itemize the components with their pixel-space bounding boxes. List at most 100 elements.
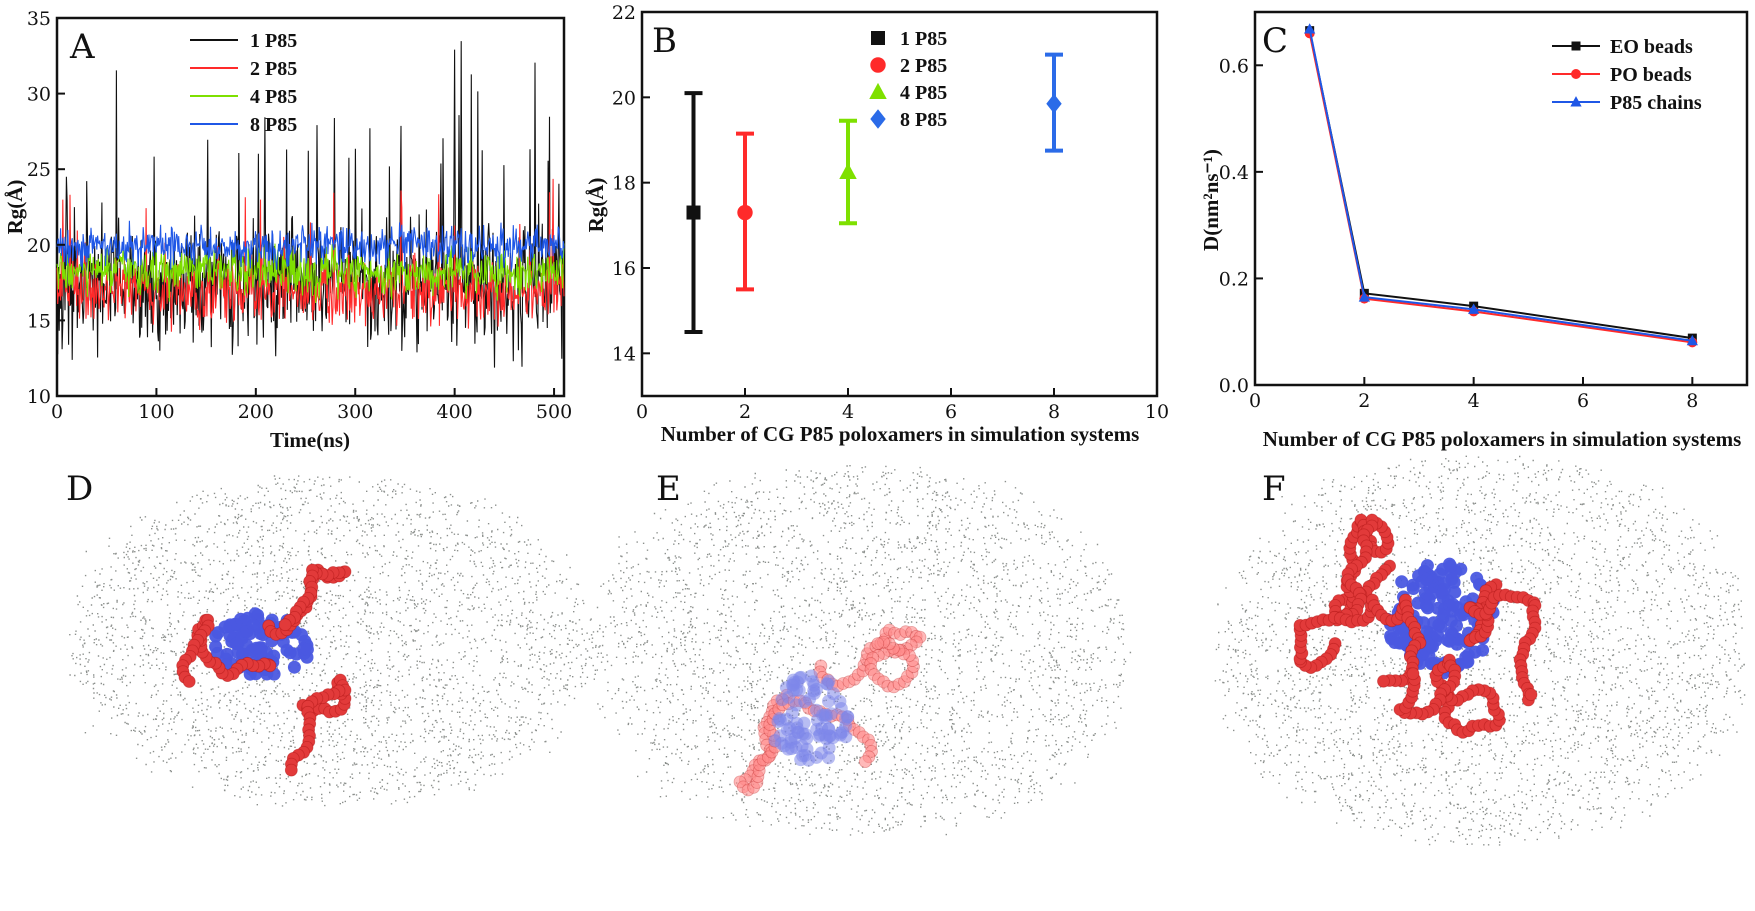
y-tick-label: 0.4 bbox=[1219, 162, 1249, 184]
panel-c-ticks: 0 2 4 6 8 0.0 0.2 0.4 0.6 bbox=[1219, 55, 1699, 412]
y-tick-label: 25 bbox=[27, 159, 51, 181]
x-tick-label: 4 bbox=[842, 401, 854, 423]
po-bead bbox=[781, 742, 795, 756]
legend-label: 8 P85 bbox=[250, 114, 297, 136]
series-line bbox=[1308, 28, 1693, 342]
series-line-4-p85 bbox=[56, 243, 565, 304]
y-tick-label: 18 bbox=[612, 173, 636, 195]
panel-letter-f: F bbox=[1262, 469, 1286, 509]
eo-bead bbox=[1524, 688, 1538, 701]
panel-a-frame bbox=[55, 16, 566, 398]
po-bead bbox=[1421, 601, 1435, 615]
panel-c-frame bbox=[1253, 10, 1749, 387]
eo-bead bbox=[278, 618, 292, 632]
panel-a-series bbox=[56, 41, 565, 368]
po-bead bbox=[1444, 559, 1458, 573]
eo-bead bbox=[1406, 667, 1420, 681]
panel-c-series bbox=[1304, 23, 1698, 348]
panel-letter-a: A bbox=[69, 27, 95, 67]
x-tick-label: 4 bbox=[1468, 390, 1480, 412]
eo-bead bbox=[1377, 674, 1390, 688]
data-point bbox=[1358, 291, 1370, 302]
po-bead bbox=[1460, 655, 1474, 669]
panel-a: 0 100 200 300 400 500 10 15 20 25 30 35 1 P85 2 P85 4… bbox=[3, 8, 572, 452]
legend-label: P85 chains bbox=[1610, 92, 1702, 114]
panel-letter-c: C bbox=[1262, 21, 1288, 61]
panel-a-ylabel: Rg(Å) bbox=[3, 180, 27, 235]
po-bead bbox=[1476, 643, 1490, 657]
panel-letter-b: B bbox=[652, 21, 677, 61]
legend-label: PO beads bbox=[1610, 64, 1692, 86]
x-tick-label: 6 bbox=[1577, 390, 1589, 412]
panel-b: 0 2 4 6 8 10 14 16 18 20 22 1 P85 2 P85 4 P85 8 P85 B… bbox=[584, 2, 1169, 446]
legend-marker bbox=[869, 82, 887, 99]
panel-b-frame bbox=[640, 10, 1159, 398]
po-bead bbox=[1446, 598, 1460, 612]
y-tick-label: 35 bbox=[27, 8, 51, 30]
panel-c: 0 2 4 6 8 0.0 0.2 0.4 0.6 EO beads PO beads P85 ch… bbox=[1199, 10, 1749, 451]
po-bead bbox=[1398, 624, 1412, 638]
eo-bead bbox=[182, 675, 196, 688]
y-tick-label: 20 bbox=[612, 87, 636, 109]
po-bead bbox=[839, 712, 853, 726]
po-bead bbox=[834, 728, 847, 742]
po-bead bbox=[1444, 614, 1458, 628]
po-bead bbox=[231, 645, 245, 659]
panel-a-xlabel: Time(ns) bbox=[270, 428, 350, 452]
legend-marker bbox=[871, 31, 885, 45]
data-point bbox=[1686, 334, 1698, 346]
po-bead bbox=[1420, 559, 1434, 573]
po-bead bbox=[775, 693, 789, 707]
panel-letter-d: D bbox=[66, 469, 93, 509]
po-bead bbox=[287, 660, 301, 674]
legend-label: 4 P85 bbox=[900, 82, 947, 104]
po-bead bbox=[773, 713, 787, 727]
po-bead bbox=[223, 618, 237, 632]
x-tick-label: 200 bbox=[238, 401, 274, 423]
y-tick-label: 0.0 bbox=[1219, 375, 1249, 397]
po-bead bbox=[822, 674, 836, 688]
panel-b-ticks: 0 2 4 6 8 10 14 16 18 20 22 bbox=[612, 2, 1169, 423]
x-tick-label: 0 bbox=[1249, 390, 1261, 412]
series-line-1-p85 bbox=[56, 41, 565, 368]
po-bead bbox=[1395, 575, 1409, 589]
legend-marker bbox=[870, 109, 886, 129]
y-tick-label: 15 bbox=[27, 310, 51, 332]
x-tick-label: 0 bbox=[51, 401, 63, 423]
x-tick-label: 0 bbox=[636, 401, 648, 423]
eo-bead bbox=[871, 637, 885, 650]
po-bead bbox=[1427, 616, 1441, 630]
po-bead bbox=[833, 695, 847, 708]
y-tick-label: 20 bbox=[27, 235, 51, 257]
legend-marker bbox=[870, 57, 886, 73]
po-bead bbox=[818, 728, 832, 742]
po-bead bbox=[1437, 583, 1451, 596]
po-bead bbox=[1416, 647, 1430, 660]
po-bead bbox=[1420, 573, 1434, 587]
y-tick-label: 10 bbox=[27, 386, 51, 408]
po-bead bbox=[300, 643, 314, 656]
series-line-8-p85 bbox=[56, 220, 565, 272]
po-bead bbox=[220, 647, 234, 661]
po-bead bbox=[807, 684, 821, 698]
po-bead bbox=[785, 706, 799, 720]
data-point bbox=[1304, 23, 1316, 34]
panel-e-snapshot: E bbox=[589, 465, 1132, 836]
po-bead bbox=[1388, 636, 1402, 649]
legend-marker bbox=[1571, 41, 1581, 51]
data-point bbox=[839, 162, 857, 179]
panel-d-water-cloud bbox=[69, 475, 591, 807]
legend-label: 1 P85 bbox=[250, 30, 297, 52]
po-bead bbox=[251, 608, 265, 622]
panel-letter-e: E bbox=[656, 469, 681, 509]
legend-marker bbox=[1570, 96, 1582, 107]
series-line-2-p85 bbox=[56, 178, 565, 332]
x-tick-label: 8 bbox=[1048, 401, 1060, 423]
y-tick-label: 16 bbox=[612, 258, 636, 280]
panel-b-ylabel: Rg(Å) bbox=[584, 178, 608, 233]
panel-a-ticks: 0 100 200 300 400 500 10 15 20 25 30 35 bbox=[27, 8, 572, 423]
legend-label: 1 P85 bbox=[900, 28, 947, 50]
po-bead bbox=[246, 618, 260, 632]
legend-label: 4 P85 bbox=[250, 86, 297, 108]
y-tick-label: 14 bbox=[612, 343, 636, 365]
